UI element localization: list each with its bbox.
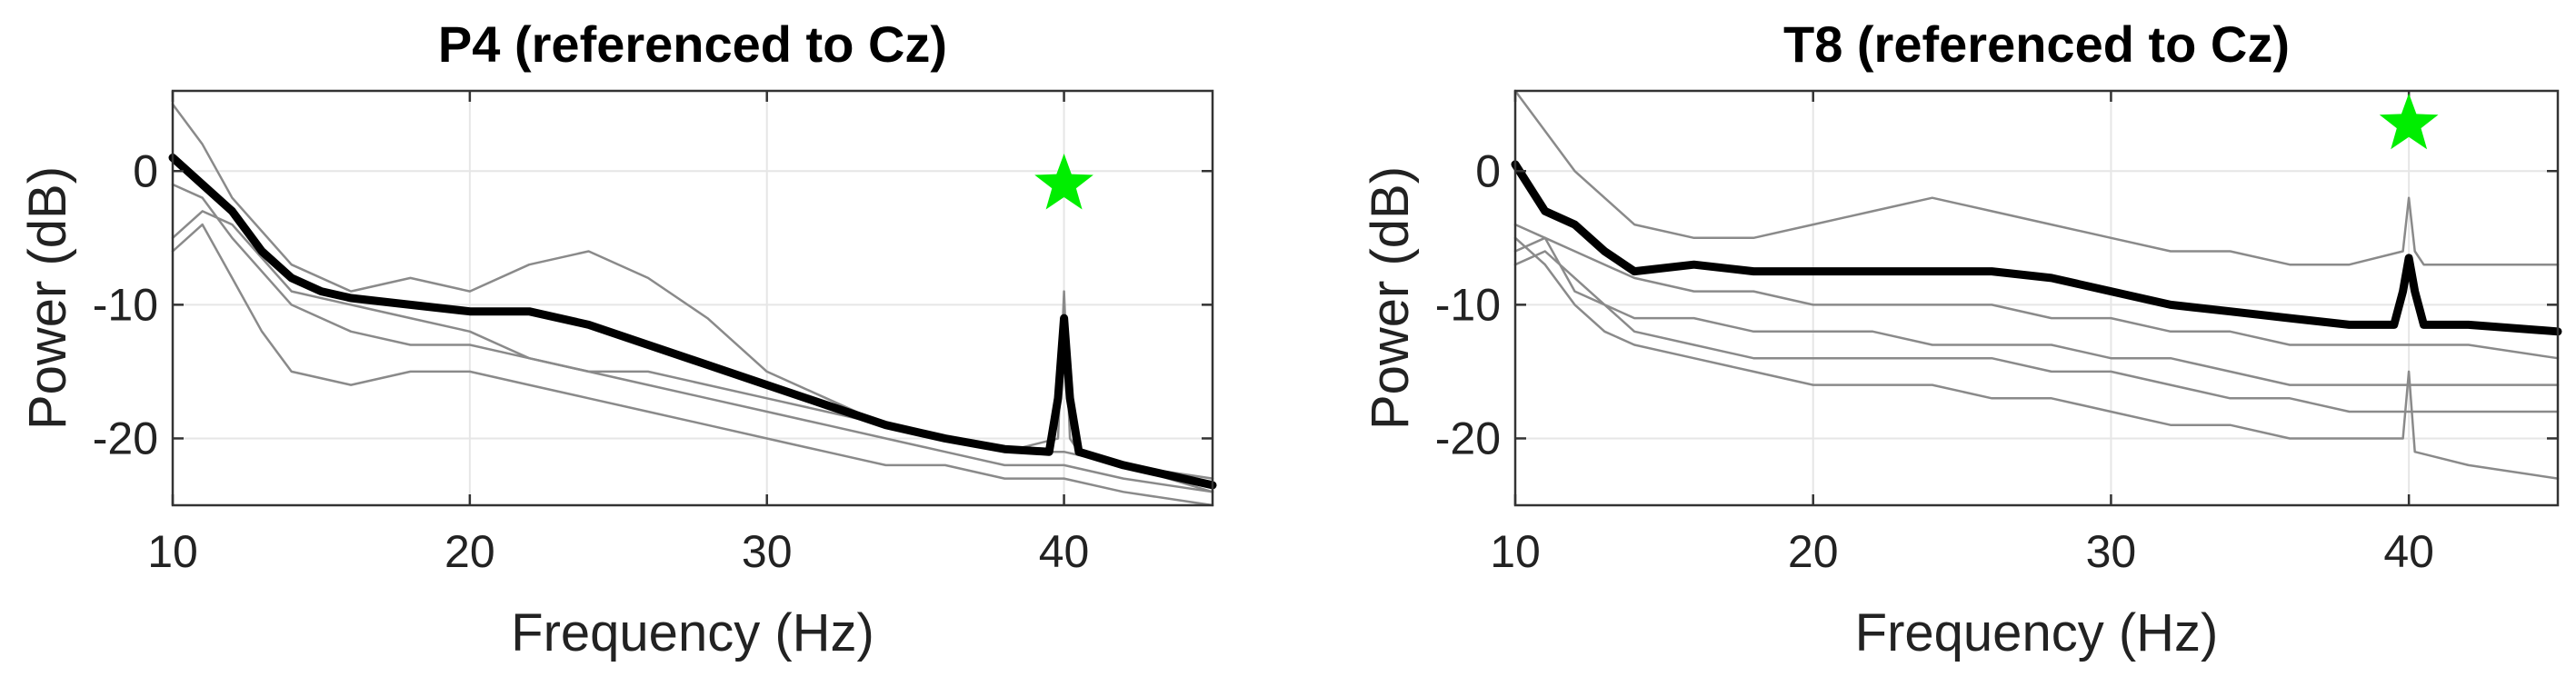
axes-box bbox=[171, 89, 1214, 507]
x-axis-label: Frequency (Hz) bbox=[1855, 603, 2219, 662]
trial-spectrum-line bbox=[1513, 223, 2560, 360]
trial-spectrum-line bbox=[1513, 236, 2560, 480]
mean-spectrum-line bbox=[168, 154, 1217, 490]
x-tick-label: 10 bbox=[1490, 526, 1541, 577]
chart-panel-2: 10 20 30 40 0 -10 -20 T8 (referenced to Cz) Freq… bbox=[1361, 15, 2562, 662]
x-tick-label: 40 bbox=[2383, 526, 2434, 577]
y-axis-label: Power (dB) bbox=[18, 166, 77, 430]
x-tick-label: 20 bbox=[1788, 526, 1839, 577]
x-tick-label: 20 bbox=[444, 526, 495, 577]
trial-spectrum-line bbox=[171, 223, 1214, 507]
y-tick-label: 0 bbox=[133, 145, 158, 196]
trial-spectrum-line bbox=[171, 103, 1214, 493]
y-tick-label: -20 bbox=[1435, 413, 1501, 463]
y-tick-label: -20 bbox=[93, 413, 158, 463]
x-tick-label: 40 bbox=[1039, 526, 1090, 577]
y-tick-label: -10 bbox=[93, 279, 158, 330]
chart-title: P4 (referenced to Cz) bbox=[438, 15, 947, 73]
chart-panel-1: 10 20 30 40 0 -10 -20 P4 (referenced to Cz) Freq… bbox=[18, 15, 1217, 662]
chart-title: T8 (referenced to Cz) bbox=[1783, 15, 2290, 73]
x-tick-label: 30 bbox=[742, 526, 793, 577]
y-tick-label: 0 bbox=[1475, 145, 1501, 196]
star-marker-icon bbox=[1034, 154, 1093, 210]
axes-box bbox=[1513, 89, 2560, 507]
x-tick-label: 10 bbox=[147, 526, 198, 577]
trial-spectrum-line bbox=[1513, 250, 2560, 413]
mean-spectrum-line bbox=[1511, 160, 2562, 336]
x-axis-label: Frequency (Hz) bbox=[511, 603, 874, 662]
trial-spectrum-line bbox=[171, 183, 1214, 493]
y-axis-label: Power (dB) bbox=[1361, 166, 1420, 430]
star-marker-icon bbox=[2379, 93, 2439, 150]
trial-spectrum-line bbox=[1513, 89, 2560, 266]
x-tick-label: 30 bbox=[2086, 526, 2137, 577]
y-tick-label: -10 bbox=[1435, 279, 1501, 330]
trial-spectrum-line bbox=[1513, 236, 2560, 386]
